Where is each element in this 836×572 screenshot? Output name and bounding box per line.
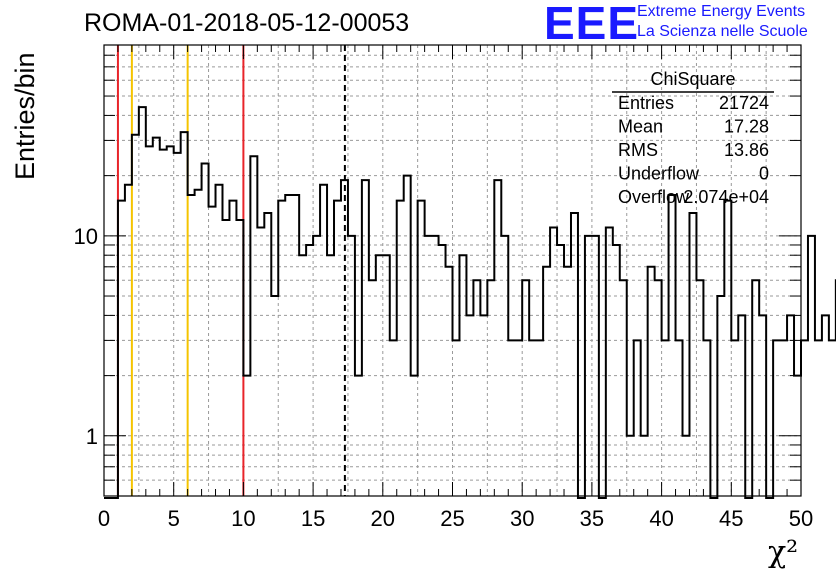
- reference-lines: [116, 45, 346, 496]
- y-tick-label: 10: [74, 224, 98, 249]
- x-tick-label: 50: [789, 506, 813, 531]
- x-tick-label: 5: [168, 506, 180, 531]
- stats-row-label: Entries: [618, 93, 674, 113]
- x-tick-label: 25: [440, 506, 464, 531]
- histogram-bars: [104, 106, 836, 499]
- x-tick-label: 0: [98, 506, 110, 531]
- x-tick-label: 20: [371, 506, 395, 531]
- stats-row-label: RMS: [618, 140, 658, 160]
- x-tick-label: 40: [649, 506, 673, 531]
- axes: 0 5 10 15 20 25 30 35 40 45 50 1 10: [74, 44, 813, 531]
- histogram-step-line: [104, 106, 836, 499]
- stats-row-label: Underflow: [618, 164, 700, 184]
- stats-row-value: 21724: [719, 93, 769, 113]
- y-tick-label: 1: [86, 424, 98, 449]
- chart-title: ROMA-01-2018-05-12-00053: [84, 9, 410, 37]
- stats-row-label: Mean: [618, 117, 663, 137]
- x-tick-label: 35: [580, 506, 604, 531]
- stats-row-value: 13.86: [724, 140, 769, 160]
- eee-logo: EEE: [544, 0, 640, 49]
- stats-row-value: 0: [759, 164, 769, 184]
- x-tick-label: 45: [719, 506, 743, 531]
- logo-subtitle-2: La Scienza nelle Scuole: [637, 23, 808, 40]
- stats-row-label: Overflow: [618, 187, 690, 207]
- logo-subtitle-1: Extreme Energy Events: [637, 3, 806, 20]
- x-tick-label: 15: [301, 506, 325, 531]
- stats-title: ChiSquare: [650, 69, 735, 89]
- x-axis-label: χ²: [768, 535, 799, 570]
- stats-box: ChiSquare Entries 21724 Mean 17.28 RMS 13.86 Un…: [612, 69, 774, 207]
- x-tick-label: 10: [231, 506, 255, 531]
- stats-row-value: 17.28: [724, 117, 769, 137]
- stats-row-value: 2.074e+04: [683, 187, 769, 207]
- x-tick-label: 30: [510, 506, 534, 531]
